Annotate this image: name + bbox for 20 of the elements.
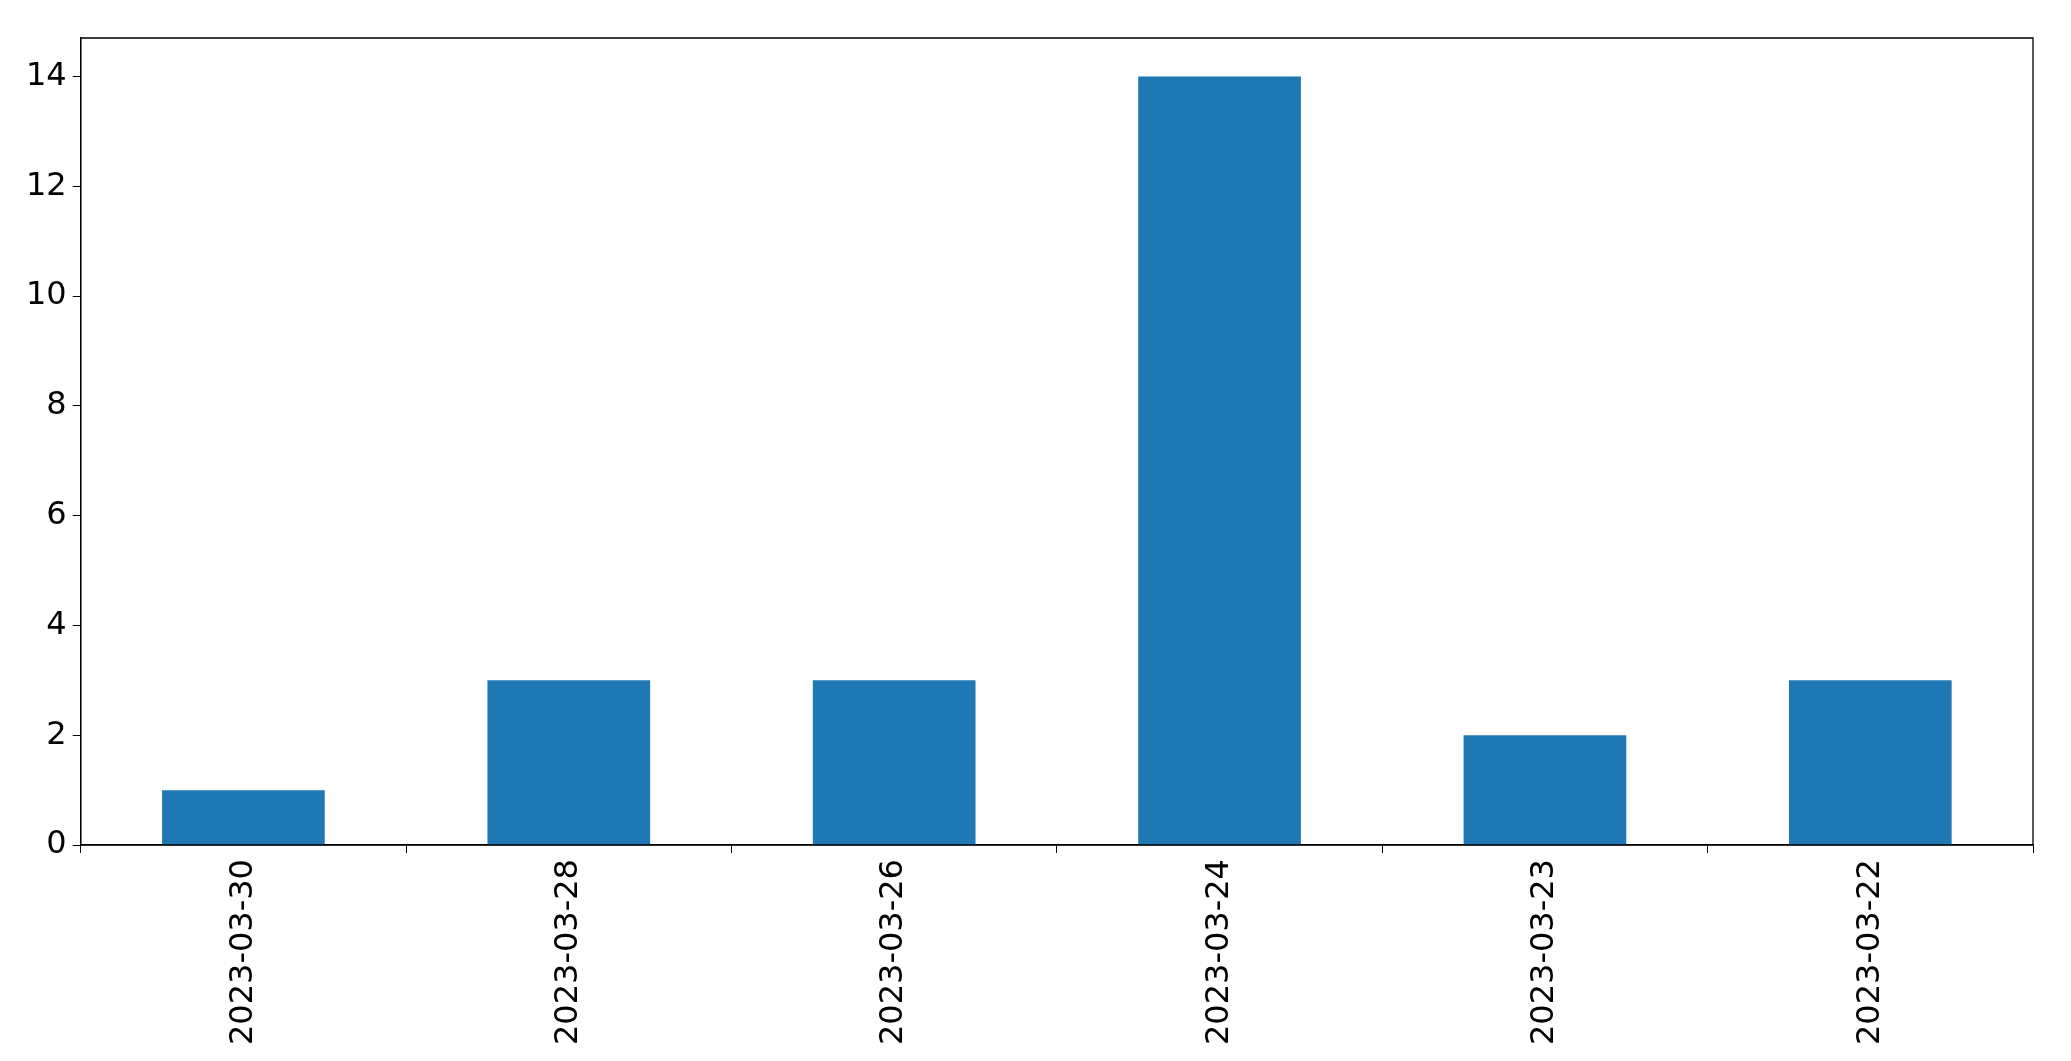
bar (162, 790, 325, 845)
bar (487, 680, 651, 845)
x-tick-label: 2023-03-24 (1197, 859, 1236, 1045)
bar (1788, 680, 1952, 845)
bar (812, 680, 976, 845)
x-tick-label: 2023-03-28 (547, 859, 586, 1045)
x-tick-label: 2023-03-23 (1523, 859, 1562, 1045)
y-tick-label: 0 (46, 823, 67, 862)
y-tick-label: 10 (26, 274, 67, 313)
y-tick-label: 6 (46, 493, 67, 532)
x-tick-label: 2023-03-22 (1848, 859, 1887, 1045)
y-tick-label: 2 (46, 713, 67, 752)
y-tick-label: 8 (46, 384, 67, 423)
x-tick-label: 2023-03-26 (872, 859, 911, 1045)
y-tick-label: 14 (26, 54, 67, 93)
bar (1463, 735, 1627, 845)
y-tick-label: 4 (46, 603, 67, 642)
bar (1138, 76, 1301, 845)
y-tick-label: 12 (26, 164, 67, 203)
x-tick-label: 2023-03-30 (221, 859, 260, 1045)
